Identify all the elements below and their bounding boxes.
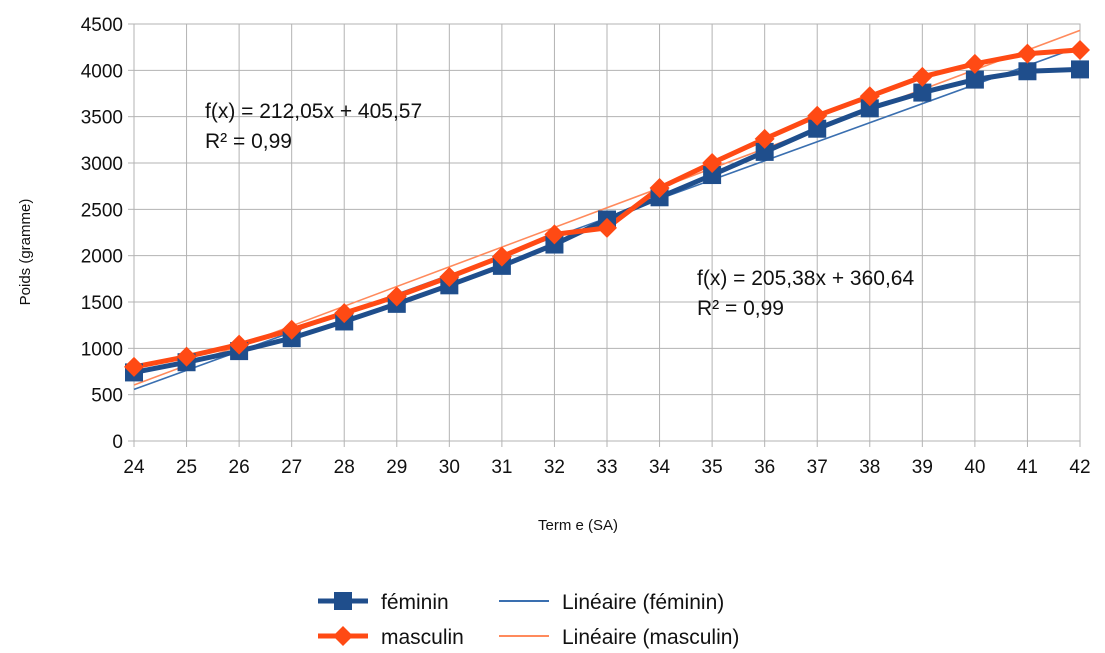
legend-label-lineaire-masculin: Linéaire (masculin) [562,626,739,649]
x-tick-label-0: 24 [123,457,145,478]
x-tick-label-11: 35 [702,457,723,478]
point-s1-6 [439,266,460,287]
y-tick-label-9: 4500 [81,15,123,36]
point-s1-2 [229,334,250,355]
legend-label-masculin: masculin [381,626,464,649]
legend-item-masculin: masculin [318,626,464,649]
legend-item-feminin: féminin [318,591,449,614]
x-tick-label-2: 26 [229,457,250,478]
point-s1-11 [702,153,723,173]
point-s1-9 [597,217,617,238]
y-tick-label-6: 3000 [81,154,123,175]
legend-item-lineaire-feminin: Linéaire (féminin) [499,591,724,614]
x-tick-label-16: 40 [964,457,985,478]
point-s1-15 [912,66,933,87]
y-tick-label-7: 3500 [81,108,123,129]
point-s0-11 [703,166,722,185]
point-s1-12 [754,128,775,149]
x-tick-label-8: 32 [544,457,565,478]
equation-feminin: f(x) = 212,05x + 405,57 [205,100,422,123]
x-tick-label-1: 25 [176,457,197,478]
point-s1-10 [649,178,670,199]
point-s1-3 [281,319,302,340]
x-tick-label-7: 31 [491,457,512,478]
point-s0-8 [545,235,564,254]
point-s1-17 [1017,43,1038,64]
plot-area [133,23,1081,442]
y-tick-label-1: 500 [91,386,123,407]
y-axis-title: Poids (gramme) [17,199,34,306]
x-tick-label-4: 28 [334,457,355,478]
point-s1-18 [1070,39,1090,60]
point-s1-4 [334,303,355,324]
x-tick-label-14: 38 [859,457,880,478]
x-tick-label-10: 34 [649,457,671,478]
point-s1-1 [176,346,197,367]
x-tick-label-6: 30 [439,457,460,478]
point-s0-17 [1018,62,1037,81]
equation-masculin: f(x) = 205,38x + 360,64 [697,267,914,290]
y-tick-label-0: 0 [112,432,123,453]
x-tick-label-12: 36 [754,457,775,478]
x-tick-label-3: 27 [281,457,302,478]
legend: féminin Linéaire (féminin) masculin Liné… [318,591,739,649]
point-s0-12 [755,142,774,161]
point-s1-5 [386,286,407,307]
point-s0-15 [913,83,932,102]
point-s1-8 [544,224,565,245]
r2-feminin: R² = 0,99 [205,130,292,153]
legend-label-feminin: féminin [381,591,449,614]
point-s1-7 [491,246,512,267]
point-s0-13 [808,119,827,138]
y-tick-label-4: 2000 [81,247,123,268]
legend-marker-masculin [333,626,353,646]
point-s0-18 [1071,60,1089,79]
point-s0-14 [860,99,879,118]
x-tick-label-17: 41 [1017,457,1038,478]
y-tick-label-8: 4000 [81,61,123,82]
point-s1-13 [807,105,828,126]
r2-masculin: R² = 0,99 [697,297,784,320]
point-s0-16 [965,70,984,89]
y-tick-label-5: 2500 [81,200,123,221]
legend-item-lineaire-masculin: Linéaire (masculin) [499,626,739,649]
point-s1-16 [964,53,985,74]
x-tick-label-18: 42 [1069,457,1090,478]
tick-labels: 0 500 1000 1500 2000 2500 3000 3500 4000 4500 24 25… [81,15,1091,478]
x-tick-label-5: 29 [386,457,407,478]
series-markers [124,39,1090,382]
legend-marker-feminin [334,592,352,610]
axes [128,23,1081,447]
point-s1-14 [859,86,880,107]
x-axis-title: Term e (SA) [538,517,618,534]
y-tick-label-2: 1000 [81,339,123,360]
point-s1-0 [124,356,144,377]
x-tick-label-9: 33 [596,457,617,478]
x-tick-label-13: 37 [807,457,828,478]
y-tick-label-3: 1500 [81,293,123,314]
legend-label-lineaire-feminin: Linéaire (féminin) [562,591,724,614]
x-tick-label-15: 39 [912,457,933,478]
